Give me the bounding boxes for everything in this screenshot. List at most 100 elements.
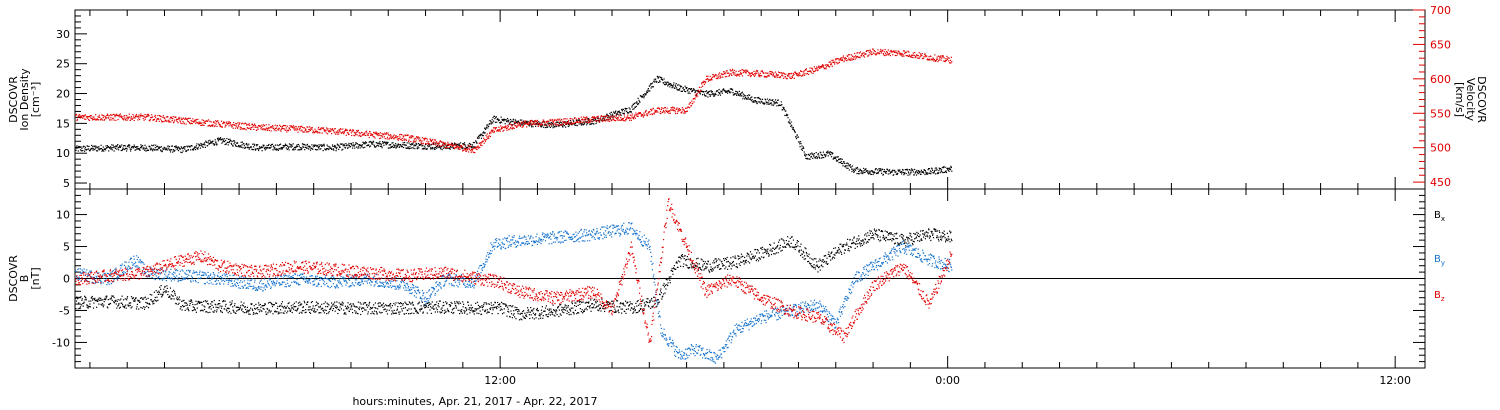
data-point bbox=[566, 118, 568, 120]
data-point bbox=[362, 134, 364, 136]
data-point bbox=[372, 135, 374, 138]
data-point bbox=[308, 130, 310, 132]
data-point bbox=[79, 307, 81, 310]
data-point bbox=[644, 93, 646, 95]
data-point bbox=[778, 76, 780, 78]
data-point bbox=[286, 312, 288, 314]
data-point bbox=[842, 56, 844, 59]
data-point bbox=[408, 148, 410, 150]
data-point bbox=[153, 291, 155, 293]
data-point bbox=[683, 112, 685, 114]
data-point bbox=[196, 147, 198, 149]
data-point bbox=[399, 146, 401, 148]
data-point bbox=[885, 172, 887, 174]
data-point bbox=[918, 57, 920, 59]
data-point bbox=[674, 87, 676, 89]
data-point bbox=[369, 146, 371, 148]
data-point bbox=[371, 134, 373, 136]
data-point bbox=[459, 147, 461, 149]
data-point bbox=[412, 143, 414, 145]
data-point bbox=[833, 62, 835, 64]
data-point bbox=[311, 144, 313, 146]
data-point bbox=[917, 55, 919, 57]
y-tick-label: 30 bbox=[56, 28, 70, 41]
data-point bbox=[855, 55, 857, 57]
data-point bbox=[947, 57, 949, 59]
data-point bbox=[111, 114, 113, 116]
data-point bbox=[351, 145, 353, 147]
data-point bbox=[334, 147, 336, 149]
data-point bbox=[174, 149, 176, 152]
data-point bbox=[783, 109, 786, 111]
data-point bbox=[609, 117, 611, 119]
data-point bbox=[232, 124, 234, 126]
data-point bbox=[720, 76, 722, 78]
data-point bbox=[373, 136, 375, 138]
data-point bbox=[281, 127, 283, 129]
data-point bbox=[241, 308, 243, 310]
data-point bbox=[347, 302, 349, 304]
data-point bbox=[425, 142, 427, 145]
data-point bbox=[615, 110, 617, 112]
data-point bbox=[274, 149, 276, 151]
data-point bbox=[542, 121, 544, 123]
data-point bbox=[503, 129, 505, 131]
data-point bbox=[806, 72, 808, 75]
data-point bbox=[284, 310, 286, 312]
data-point bbox=[314, 148, 317, 151]
data-point bbox=[526, 126, 528, 128]
data-point bbox=[157, 299, 159, 301]
data-point bbox=[118, 149, 120, 151]
data-point bbox=[249, 313, 251, 315]
data-point bbox=[842, 59, 844, 61]
data-point bbox=[741, 75, 743, 77]
data-point bbox=[130, 119, 132, 121]
data-point bbox=[805, 154, 807, 156]
data-point bbox=[186, 304, 189, 306]
data-point bbox=[342, 148, 344, 150]
data-point bbox=[166, 120, 168, 122]
data-point bbox=[254, 124, 257, 127]
data-point bbox=[197, 300, 199, 302]
data-point bbox=[352, 142, 354, 144]
data-point bbox=[792, 74, 794, 77]
data-point bbox=[211, 125, 214, 127]
data-point bbox=[706, 90, 708, 92]
data-point bbox=[701, 90, 703, 93]
data-point bbox=[640, 95, 642, 97]
data-point bbox=[253, 146, 255, 148]
data-point bbox=[436, 141, 438, 143]
data-point bbox=[561, 124, 563, 126]
data-point bbox=[850, 59, 852, 61]
data-point bbox=[928, 58, 931, 60]
data-point bbox=[291, 125, 293, 127]
data-point bbox=[175, 145, 177, 147]
data-point bbox=[642, 115, 644, 117]
data-point bbox=[104, 147, 106, 150]
data-point bbox=[156, 300, 158, 302]
data-point bbox=[357, 146, 359, 148]
data-point bbox=[893, 50, 895, 52]
data-point bbox=[285, 147, 287, 149]
data-point bbox=[928, 172, 930, 174]
data-point bbox=[522, 123, 524, 125]
data-point bbox=[164, 285, 166, 288]
data-point bbox=[79, 115, 81, 117]
data-point bbox=[198, 143, 200, 145]
data-point bbox=[328, 311, 330, 313]
data-point bbox=[473, 142, 475, 144]
data-point bbox=[143, 115, 145, 117]
data-point bbox=[229, 301, 231, 303]
data-point bbox=[182, 300, 184, 302]
data-point bbox=[99, 116, 101, 118]
data-point bbox=[949, 168, 951, 170]
data-point bbox=[368, 303, 370, 305]
data-point bbox=[918, 171, 920, 173]
data-point bbox=[409, 135, 411, 137]
data-point bbox=[401, 308, 403, 310]
data-point bbox=[372, 140, 374, 142]
data-point bbox=[504, 126, 506, 128]
data-point bbox=[252, 126, 254, 128]
data-point bbox=[168, 121, 170, 123]
data-point bbox=[675, 83, 677, 85]
